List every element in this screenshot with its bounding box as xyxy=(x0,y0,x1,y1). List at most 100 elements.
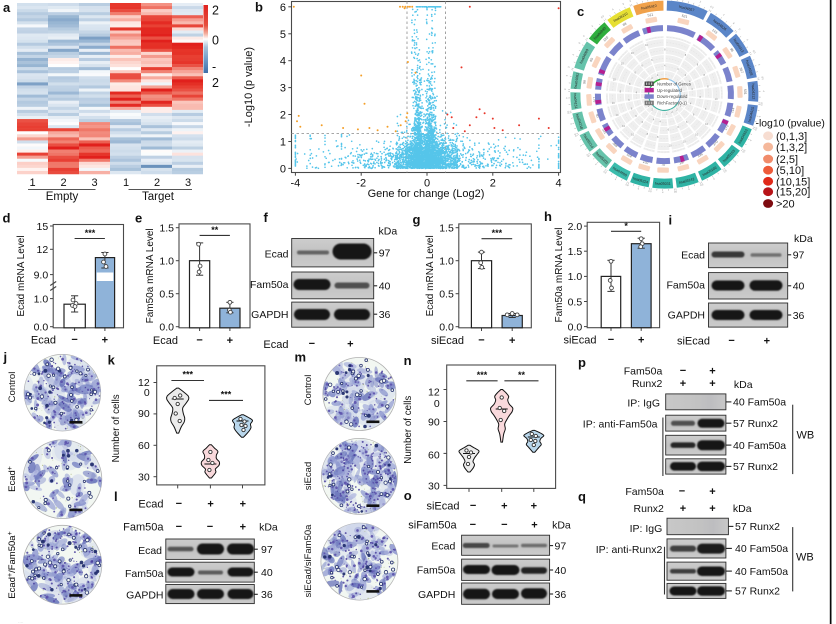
svg-text:8: 8 xyxy=(604,170,608,174)
svg-text:2: 2 xyxy=(657,73,659,77)
svg-text:40 Fam50a: 40 Fam50a xyxy=(733,440,786,452)
svg-text:4: 4 xyxy=(677,67,679,71)
svg-text:0.0: 0.0 xyxy=(34,322,49,334)
svg-text:2: 2 xyxy=(490,178,496,190)
svg-text:**: ** xyxy=(211,225,219,235)
svg-text:1.0: 1.0 xyxy=(159,256,174,268)
svg-text:88: 88 xyxy=(622,22,627,27)
svg-text:b: b xyxy=(255,0,263,15)
svg-text:6: 6 xyxy=(699,95,701,99)
svg-text:10: 10 xyxy=(715,97,718,101)
svg-text:176: 176 xyxy=(592,97,596,103)
svg-text:siEcad: siEcad xyxy=(563,335,596,347)
svg-text:+: + xyxy=(709,378,715,390)
svg-text:+: + xyxy=(240,499,246,511)
svg-text:e: e xyxy=(135,211,142,226)
svg-text:0: 0 xyxy=(603,169,607,173)
svg-text:8: 8 xyxy=(574,134,578,138)
svg-text:siFam50a: siFam50a xyxy=(408,520,457,532)
svg-text:a: a xyxy=(3,0,11,15)
svg-text:hsa08210: hsa08210 xyxy=(613,12,629,23)
svg-text:+: + xyxy=(531,501,537,513)
svg-text:GAPDH: GAPDH xyxy=(126,590,163,602)
svg-text:-Log10 (p value): -Log10 (p value) xyxy=(243,47,255,127)
svg-text:2: 2 xyxy=(651,107,653,111)
svg-text:102: 102 xyxy=(642,160,649,165)
svg-text:kDa: kDa xyxy=(794,233,813,245)
svg-text:Fam50a: Fam50a xyxy=(123,522,164,534)
svg-text:2: 2 xyxy=(671,110,673,114)
svg-text:Ecad+: Ecad+ xyxy=(7,466,18,492)
svg-text:10: 10 xyxy=(631,51,634,55)
svg-text:8: 8 xyxy=(685,53,687,57)
svg-text:−: − xyxy=(176,498,182,510)
svg-text:1.5: 1.5 xyxy=(159,223,174,235)
svg-text:Control: Control xyxy=(7,372,18,403)
svg-text:−: − xyxy=(728,335,734,347)
svg-text:368: 368 xyxy=(612,141,619,148)
svg-text:c: c xyxy=(577,4,584,19)
svg-text:+: + xyxy=(764,336,770,348)
svg-text:8: 8 xyxy=(577,41,581,45)
svg-text:0: 0 xyxy=(625,182,628,186)
svg-text:6: 6 xyxy=(628,98,630,102)
svg-text:4: 4 xyxy=(689,80,691,84)
svg-text:0: 0 xyxy=(723,169,727,173)
svg-text:kDa: kDa xyxy=(379,226,398,238)
svg-text:521: 521 xyxy=(647,13,653,18)
svg-text:(2,5]: (2,5] xyxy=(776,154,798,166)
svg-text:4: 4 xyxy=(653,117,655,121)
svg-text:97: 97 xyxy=(793,250,805,262)
svg-text:Fam50a: Fam50a xyxy=(417,565,456,577)
svg-text:+: + xyxy=(638,335,644,347)
svg-text:GAPDH: GAPDH xyxy=(251,309,288,321)
svg-text:−: − xyxy=(680,365,686,377)
svg-text:Target: Target xyxy=(142,191,175,203)
svg-text:40 Fam50a: 40 Fam50a xyxy=(733,397,786,409)
svg-text:367: 367 xyxy=(739,67,745,74)
svg-text:4: 4 xyxy=(611,7,615,11)
svg-text:6: 6 xyxy=(677,125,679,129)
svg-text:IP: anti-Runx2: IP: anti-Runx2 xyxy=(596,544,663,556)
svg-text:143: 143 xyxy=(711,28,718,35)
svg-text:0: 0 xyxy=(144,387,150,399)
svg-text:....: .... xyxy=(18,619,24,624)
svg-text:4: 4 xyxy=(594,162,598,166)
svg-text:4: 4 xyxy=(745,38,749,42)
svg-text:90: 90 xyxy=(428,417,440,429)
svg-text:1: 1 xyxy=(280,137,286,149)
svg-text:0: 0 xyxy=(759,103,763,105)
svg-text:3: 3 xyxy=(280,83,286,95)
svg-text:15: 15 xyxy=(37,221,49,233)
svg-text:2: 2 xyxy=(651,76,653,80)
svg-text:(5,10]: (5,10] xyxy=(776,165,804,177)
svg-text:104: 104 xyxy=(626,152,633,158)
svg-text:hsa04218: hsa04218 xyxy=(575,113,584,129)
svg-text:9.0: 9.0 xyxy=(34,269,49,281)
svg-text:siEcad: siEcad xyxy=(431,335,464,347)
svg-text:4: 4 xyxy=(722,13,726,17)
svg-text:8: 8 xyxy=(705,107,707,111)
svg-text:Up-regulated: Up-regulated xyxy=(657,88,682,93)
svg-text:−: − xyxy=(470,519,476,531)
svg-text:WB: WB xyxy=(797,430,815,442)
svg-text:>20: >20 xyxy=(776,199,795,211)
svg-text:Control: Control xyxy=(303,375,314,406)
svg-text:311: 311 xyxy=(601,128,607,135)
svg-text:0: 0 xyxy=(629,0,632,3)
svg-text:n: n xyxy=(404,353,412,368)
svg-text:4: 4 xyxy=(712,176,716,180)
svg-text:10: 10 xyxy=(669,143,672,147)
svg-text:12: 12 xyxy=(37,244,49,256)
svg-text:−: − xyxy=(501,519,507,531)
svg-text:4: 4 xyxy=(690,102,692,106)
svg-text:(1,3,2]: (1,3,2] xyxy=(776,142,807,154)
svg-text:4: 4 xyxy=(691,87,693,91)
svg-text:***: *** xyxy=(85,228,96,238)
svg-text:−: − xyxy=(679,486,685,498)
svg-text:6: 6 xyxy=(686,120,688,124)
svg-text:2: 2 xyxy=(280,110,286,122)
svg-text:+: + xyxy=(509,335,515,347)
svg-text:0: 0 xyxy=(280,163,286,175)
svg-text:Ecad: Ecad xyxy=(31,335,56,347)
